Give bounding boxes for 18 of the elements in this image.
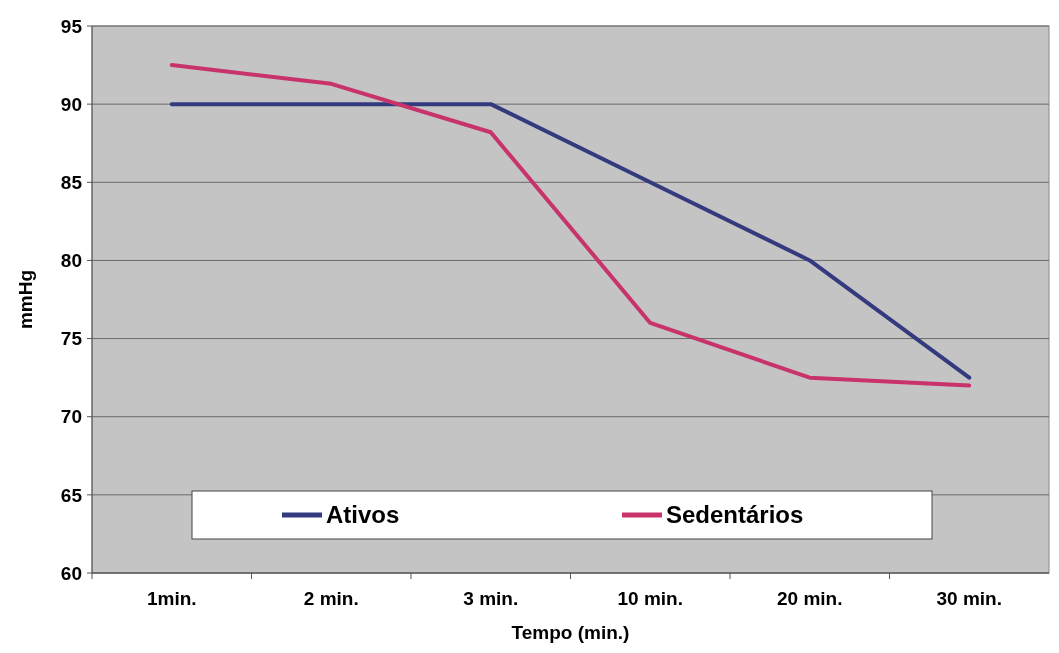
y-tick-label: 80 — [60, 250, 82, 272]
y-tick-label: 95 — [60, 15, 83, 37]
x-axis-title: Tempo (min.) — [511, 622, 630, 643]
x-tick-label: 1min. — [146, 588, 197, 609]
y-tick-label: 65 — [60, 484, 83, 506]
x-tick-label: 3 min. — [463, 588, 519, 609]
y-axis-title: mmHg — [15, 269, 36, 330]
y-tick-label: 85 — [60, 171, 83, 193]
y-tick-label: 90 — [60, 93, 82, 115]
legend-label: Ativos — [326, 501, 400, 529]
y-tick-label: 60 — [60, 562, 82, 584]
y-tick-label: 70 — [60, 406, 82, 428]
y-tick-label: 75 — [60, 328, 83, 350]
legend-label: Sedentários — [666, 501, 804, 529]
x-tick-label: 10 min. — [617, 588, 683, 609]
x-tick-label: 20 min. — [777, 588, 843, 609]
x-tick-label: 2 min. — [303, 588, 359, 609]
x-tick-label: 30 min. — [936, 588, 1002, 609]
